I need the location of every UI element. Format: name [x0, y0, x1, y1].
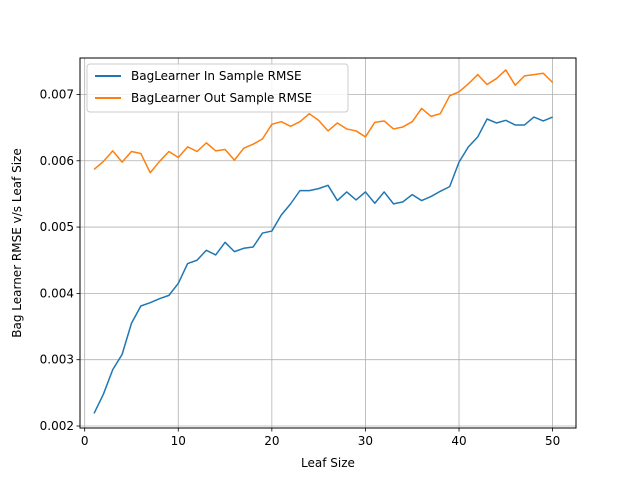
y-tick-label: 0.002 [40, 419, 74, 433]
x-tick-label: 40 [451, 434, 466, 448]
x-tick-label: 30 [358, 434, 373, 448]
y-axis-ticks: 0.002 0.003 0.004 0.005 0.006 0.007 [40, 87, 80, 433]
in-sample-rmse-line [93, 116, 553, 414]
legend: BagLearner In Sample RMSE BagLearner Out… [86, 63, 349, 113]
y-axis-label: Bag Learner RMSE v/s Leaf Size [10, 148, 24, 338]
x-tick-label: 20 [264, 434, 279, 448]
y-tick-label: 0.006 [40, 154, 74, 168]
y-tick-label: 0.004 [40, 286, 74, 300]
y-tick-label: 0.007 [40, 87, 74, 101]
y-tick-label: 0.005 [40, 220, 74, 234]
out-sample-rmse-line [93, 69, 554, 174]
x-tick-label: 10 [171, 434, 186, 448]
legend-box [86, 63, 349, 113]
series-layer [93, 69, 554, 414]
grid [80, 58, 576, 428]
x-tick-label: 0 [81, 434, 89, 448]
x-tick-label: 50 [545, 434, 560, 448]
legend-label-in-sample: BagLearner In Sample RMSE [131, 69, 302, 83]
legend-label-out-sample: BagLearner Out Sample RMSE [131, 91, 312, 105]
x-axis-ticks: 0 10 20 30 40 50 [81, 428, 560, 448]
plot-frame [79, 57, 577, 429]
x-axis-label: Leaf Size [301, 456, 355, 470]
y-tick-label: 0.003 [40, 353, 74, 367]
